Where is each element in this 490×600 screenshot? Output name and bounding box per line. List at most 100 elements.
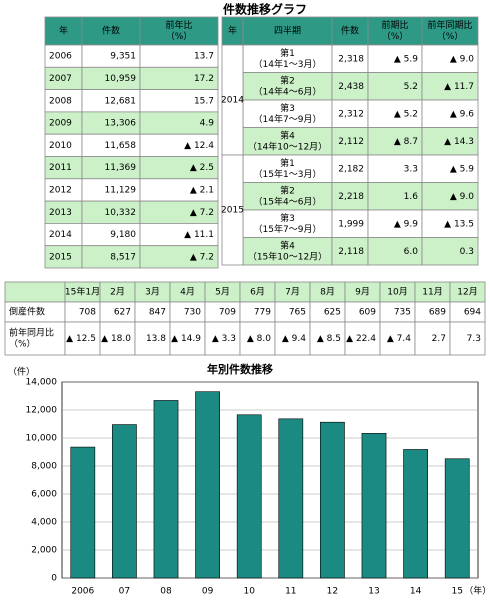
table-cell	[331, 237, 369, 266]
table-cell	[242, 209, 333, 238]
y-tick-label: 0	[51, 574, 57, 584]
table-cell-text: 2,438	[338, 82, 364, 92]
table-cell	[139, 16, 219, 46]
table-cell-text: 17.2	[194, 74, 214, 84]
table-cell	[367, 72, 423, 101]
header-cell: 3月	[145, 287, 160, 298]
table-cell-text: 10,332	[105, 208, 137, 218]
table-cell	[204, 321, 241, 356]
table-cell-text: ▲ 11.1	[184, 230, 214, 240]
header-cell: 前年同期比	[427, 19, 472, 31]
table-cell-text: 9,351	[110, 52, 136, 62]
page-title: 件数推移グラフ	[223, 2, 307, 17]
table-cell-text: ▲ 2.1	[190, 185, 214, 195]
table-cell-text: 第3	[280, 212, 295, 224]
x-tick-label: 11	[285, 587, 296, 597]
y-tick-label: 4,000	[31, 518, 57, 528]
header-cell: 4月	[180, 287, 195, 298]
table-cell-text: 2012	[49, 185, 72, 195]
bar	[195, 391, 220, 579]
table-cell-text: （14年4～6月）	[254, 85, 322, 97]
table-cell-text: 2,182	[338, 164, 364, 174]
table-cell	[344, 321, 381, 356]
table-cell-text: 765	[289, 308, 306, 318]
table-cell-text: 730	[184, 308, 201, 318]
table-cell-text: 3.3	[404, 164, 418, 174]
table-cell	[99, 321, 136, 356]
x-tick-label: 13	[368, 587, 379, 597]
table-cell-text: ▲ 7.4	[387, 334, 411, 344]
y-tick-label: 12,000	[26, 406, 58, 416]
table-cell	[221, 154, 244, 266]
x-tick-label: 12	[327, 587, 338, 597]
table-cell-text: ▲ 5.2	[394, 109, 418, 119]
table-cell-text: 627	[114, 308, 131, 318]
x-tick-label: 10	[243, 587, 255, 597]
table-cell-text: 15.7	[194, 96, 214, 106]
table-cell-text: ▲ 12.4	[184, 141, 214, 151]
table-cell	[81, 16, 141, 46]
table-cell	[449, 321, 486, 356]
year-cell: 2014	[221, 96, 244, 106]
table-cell	[421, 182, 479, 211]
table-cell-text: 2,112	[338, 137, 364, 147]
x-unit: （年）	[464, 585, 490, 597]
table-cell	[242, 72, 333, 101]
table-cell-text: 2014	[49, 230, 72, 240]
header-cell: 9月	[355, 287, 370, 298]
table-cell-text: 2010	[49, 141, 72, 151]
table-cell-text: ▲ 2.5	[190, 163, 214, 173]
table-cell-text: 2008	[49, 96, 72, 106]
table-cell-text: 第1	[280, 47, 295, 59]
table-cell	[414, 321, 451, 356]
header-cell: （%）	[382, 31, 409, 42]
table-cell	[421, 237, 479, 266]
bar	[112, 424, 137, 579]
bar	[70, 446, 96, 579]
bar	[361, 433, 387, 579]
table-cell-text: 13,306	[105, 119, 137, 129]
header-cell: 7月	[285, 287, 300, 298]
header-cell: 11月	[422, 287, 442, 298]
table-cell-text: ▲ 13.5	[444, 219, 474, 229]
table-cell-text: 第3	[280, 102, 295, 114]
table-cell	[367, 209, 423, 238]
table-cell-text: ▲ 18.0	[101, 334, 131, 344]
table-cell-text: 2,318	[338, 54, 364, 64]
header-cell: 件数	[102, 25, 120, 37]
table-cell-text: 2,118	[338, 247, 364, 257]
table-cell	[331, 182, 369, 211]
table-cell	[242, 182, 333, 211]
table-cell-text: 8,517	[110, 252, 136, 262]
table-cell-text: 625	[324, 308, 341, 318]
table-cell-text: 1,999	[338, 219, 364, 229]
table-cell	[421, 127, 479, 156]
table-cell-text: ▲ 5.9	[450, 164, 474, 174]
table-cell-text: 第2	[280, 184, 295, 196]
bar	[153, 400, 179, 579]
table-cell-text: ▲ 8.5	[317, 334, 341, 344]
table-cell-text: 第4	[280, 129, 295, 141]
header-cell: 10月	[387, 287, 407, 298]
y-tick-label: 10,000	[26, 434, 58, 444]
table-cell-text: 2,218	[338, 192, 364, 202]
x-tick-label: 09	[202, 587, 214, 597]
table-cell-text: 第1	[280, 157, 295, 169]
header-cell: 6月	[250, 287, 265, 298]
table-cell	[421, 209, 479, 238]
row-label: （%）	[9, 339, 36, 350]
table-cell	[242, 154, 333, 183]
table-cell	[331, 99, 369, 128]
table-cell	[379, 321, 416, 356]
table-cell-text: （14年10～12月）	[248, 140, 327, 152]
y-tick-label: 14,000	[26, 378, 58, 388]
table-cell	[421, 72, 479, 101]
table-cell-text: 709	[219, 308, 236, 318]
table-cell-text: 第4	[280, 239, 295, 251]
table-cell	[367, 16, 423, 46]
table-cell-text: ▲ 14.9	[171, 334, 201, 344]
table-cell-text: 847	[149, 308, 166, 318]
table-cell-text: ▲ 11.7	[444, 82, 474, 92]
table-cell	[64, 321, 101, 356]
table-cell	[331, 209, 369, 238]
